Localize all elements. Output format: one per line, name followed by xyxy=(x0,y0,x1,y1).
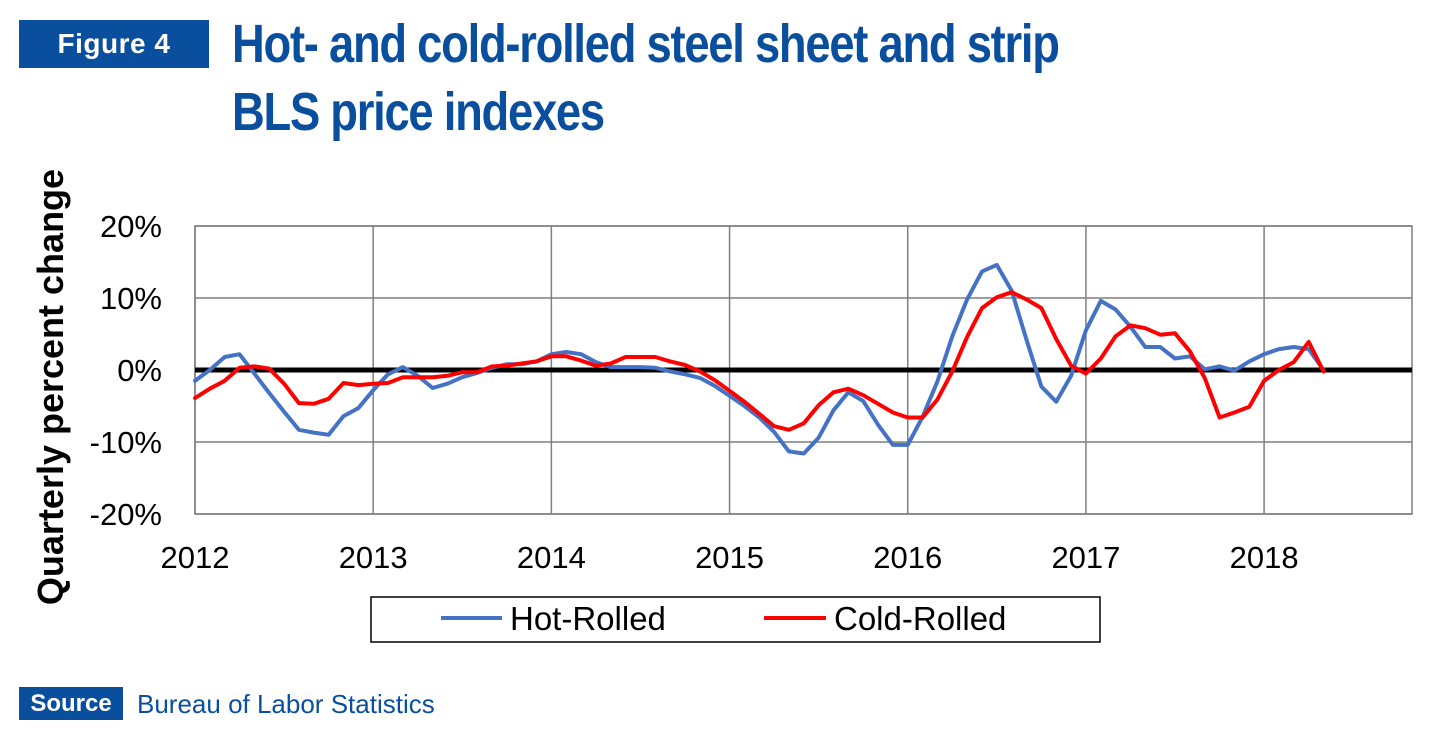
figure-badge: Figure 4 xyxy=(19,20,209,68)
x-tick-label: 2013 xyxy=(339,540,408,575)
x-tick-labels: 2012 2013 2014 2015 2016 2017 2018 xyxy=(161,540,1299,575)
chart-legend: Hot-Rolled Cold-Rolled xyxy=(370,596,1101,643)
x-tick-label: 2018 xyxy=(1230,540,1299,575)
y-tick-label: 20% xyxy=(100,209,162,244)
x-tick-label: 2015 xyxy=(695,540,764,575)
chart-title-line-1: Hot- and cold-rolled steel sheet and str… xyxy=(232,14,1060,74)
x-tick-label: 2017 xyxy=(1051,540,1120,575)
y-tick-label: -10% xyxy=(90,425,162,460)
chart-title-line-2: BLS price indexes xyxy=(232,82,605,142)
series-layer xyxy=(193,262,1326,456)
legend-hot-rolled-label: Hot-Rolled xyxy=(510,600,666,637)
y-tick-label: 10% xyxy=(100,281,162,316)
x-tick-label: 2012 xyxy=(161,540,230,575)
series-line-hot-rolled xyxy=(193,262,1326,456)
x-tick-label: 2016 xyxy=(873,540,942,575)
y-tick-label: 0% xyxy=(117,353,162,388)
x-tick-label: 2014 xyxy=(517,540,586,575)
y-tick-labels: 20% 10% 0% -10% -20% xyxy=(90,209,162,532)
y-axis-label: Quarterly percent change xyxy=(30,169,71,605)
source-badge: Source xyxy=(19,687,123,720)
source-text: Bureau of Labor Statistics xyxy=(137,689,435,719)
series-line-cold-rolled xyxy=(193,290,1326,432)
chart-title: Hot- and cold-rolled steel sheet and str… xyxy=(232,10,1240,146)
y-tick-label: -20% xyxy=(90,497,162,532)
legend-cold-rolled-label: Cold-Rolled xyxy=(834,600,1006,637)
